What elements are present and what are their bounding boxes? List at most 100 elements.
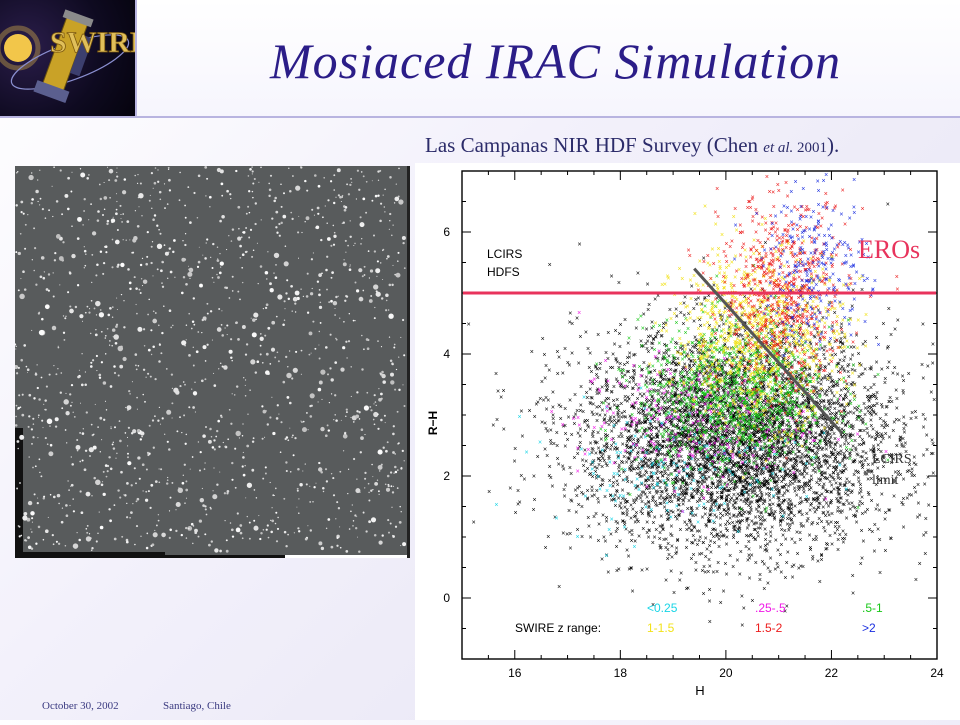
data-point: × <box>675 387 679 394</box>
star <box>353 244 355 247</box>
star <box>142 434 144 436</box>
star <box>249 228 253 231</box>
star <box>18 535 21 538</box>
star <box>320 369 326 375</box>
data-point: × <box>627 429 631 436</box>
star <box>31 329 33 331</box>
data-point: × <box>769 529 773 536</box>
data-point: × <box>764 445 768 452</box>
star <box>31 172 33 174</box>
star <box>345 251 347 253</box>
data-point: × <box>828 533 832 540</box>
star <box>70 485 72 487</box>
star <box>312 500 314 503</box>
star <box>245 379 247 381</box>
data-point: × <box>701 591 705 598</box>
data-point: × <box>652 435 656 442</box>
star <box>325 527 328 530</box>
star <box>111 328 116 332</box>
data-point: × <box>834 520 838 527</box>
data-point: × <box>605 380 609 387</box>
star <box>86 531 89 534</box>
star <box>154 377 157 381</box>
star <box>152 187 154 189</box>
star <box>113 426 117 429</box>
star <box>282 323 285 327</box>
star <box>211 339 213 341</box>
star <box>358 411 361 414</box>
star <box>230 338 233 341</box>
star <box>220 266 222 268</box>
data-point: × <box>566 360 570 367</box>
data-point: × <box>736 394 740 401</box>
star <box>380 397 383 400</box>
data-point: × <box>782 485 786 492</box>
star <box>386 255 390 258</box>
data-point: × <box>814 431 818 438</box>
data-point: × <box>857 479 861 486</box>
data-point: × <box>647 483 651 490</box>
star <box>182 381 185 383</box>
star <box>76 449 79 452</box>
data-point: × <box>782 335 786 342</box>
slide-title: Mosiaced IRAC Simulation <box>270 32 841 90</box>
star <box>291 310 293 312</box>
star <box>271 519 275 523</box>
star <box>197 441 200 443</box>
data-point: × <box>542 352 546 359</box>
data-point: × <box>878 570 882 577</box>
star <box>90 299 93 302</box>
star <box>300 349 303 352</box>
star <box>315 482 317 484</box>
star <box>206 177 209 180</box>
data-point: × <box>774 405 778 412</box>
star <box>383 414 386 417</box>
star <box>111 266 114 269</box>
data-point: × <box>766 542 770 549</box>
data-point: × <box>797 449 801 456</box>
data-point: × <box>594 364 598 371</box>
star <box>77 375 80 379</box>
data-point: × <box>669 460 673 467</box>
data-point: × <box>786 390 790 397</box>
star <box>102 261 106 265</box>
data-point: × <box>732 487 736 494</box>
data-point: × <box>713 428 717 435</box>
star <box>318 357 321 360</box>
data-point: × <box>669 395 673 402</box>
star <box>166 203 169 205</box>
data-point: × <box>747 465 751 472</box>
star <box>218 271 222 275</box>
star <box>111 316 114 318</box>
data-point: × <box>746 472 750 479</box>
data-point: × <box>707 519 711 526</box>
star <box>141 463 145 467</box>
star <box>396 487 399 489</box>
star <box>150 353 153 356</box>
star <box>61 507 64 509</box>
star <box>64 317 67 320</box>
data-point: × <box>694 560 698 567</box>
star <box>291 217 294 221</box>
star <box>378 540 383 545</box>
star <box>204 257 207 260</box>
data-point: × <box>921 322 925 329</box>
data-point: × <box>729 375 733 382</box>
star <box>133 276 136 279</box>
star <box>188 312 191 315</box>
data-point: × <box>613 342 617 349</box>
data-point: × <box>785 381 789 388</box>
star <box>68 489 70 491</box>
star <box>211 267 214 269</box>
data-point: × <box>819 519 823 526</box>
star <box>30 547 34 550</box>
data-point: × <box>777 409 781 416</box>
data-point: × <box>616 419 620 426</box>
star <box>84 371 87 373</box>
star <box>261 405 264 408</box>
star <box>337 194 340 197</box>
star <box>398 199 404 205</box>
star <box>216 273 218 276</box>
star <box>161 282 163 284</box>
survey-caption-end: ). <box>827 133 839 157</box>
